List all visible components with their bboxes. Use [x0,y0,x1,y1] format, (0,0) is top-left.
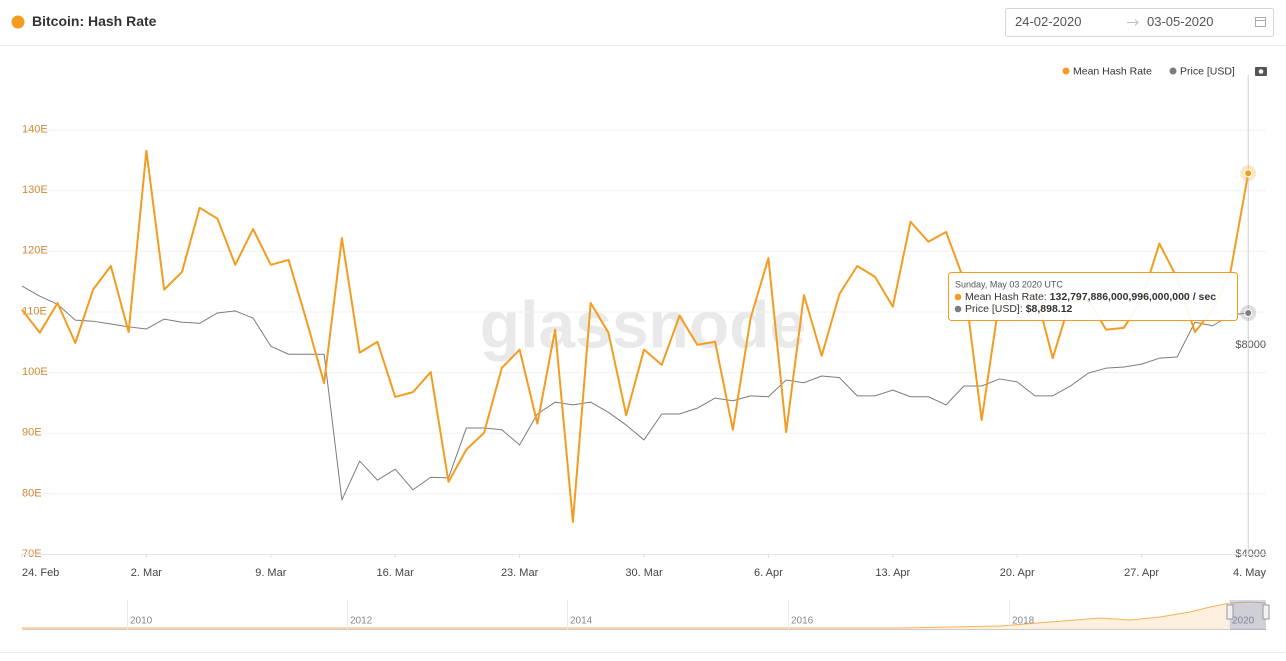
y2-tick-label: $8000 [1235,339,1266,351]
date-to[interactable]: 03-05-2020 [1147,14,1214,29]
legend-marker [1169,67,1177,75]
navigator-line [22,601,1267,629]
plot-area: glassnode 70E 80E 90E 100E 110E 120E 130E 140E $4… [21,65,1267,579]
legend-marker [1062,67,1070,75]
series-line [21,149,1250,523]
tooltip-box [948,272,1238,321]
x-tick-label: 24. Feb [22,567,59,579]
tooltip-label: Mean Hash Rate: [965,291,1047,303]
export-button[interactable] [1255,67,1267,76]
x-tick-label: 13. Apr [875,567,910,579]
legend-label: Mean Hash Rate [1073,65,1152,77]
navigator-area [22,602,1266,630]
tooltip-marker [954,305,962,313]
navigator[interactable]: 2010 2012 2014 2016 2018 2020 [22,600,1270,630]
tooltip-value: 132,797,886,000,996,000,000 / sec [1050,291,1217,303]
x-tick-label: 2. Mar [131,567,163,579]
watermark: glassnode [480,287,806,361]
series-line [21,285,1249,501]
navigator-label: 2010 [130,616,153,627]
navigator-label: 2012 [350,616,373,627]
tooltip-title: Sunday, May 03 2020 UTC [955,279,1063,289]
x-tick-label: 27. Apr [1124,567,1159,579]
calendar-icon[interactable] [1255,17,1266,27]
x-tick-label: 30. Mar [625,567,663,579]
hover-marker [1244,169,1253,178]
y-tick-label: 80E [22,487,42,499]
legend-label: Price [USD] [1180,65,1235,77]
x-tick-label: 6. Apr [754,567,783,579]
x-tick-label: 23. Mar [501,567,539,579]
y-tick-label: 140E [22,123,48,135]
x-tick-label: 16. Mar [377,567,415,579]
x-tick-label: 9. Mar [255,567,287,579]
y-tick-label: 100E [22,366,48,378]
navigator-handle[interactable] [1226,604,1234,620]
y-tick-label: 90E [22,427,42,439]
navigator-label: 2014 [570,616,593,627]
navigator-label: 2016 [791,616,814,627]
tooltip-value: $8,898.12 [1026,303,1073,315]
bitcoin-icon [11,15,25,29]
navigator-handle[interactable] [1262,604,1270,620]
x-tick-label: 20. Apr [1000,567,1035,579]
y-tick-label: 120E [22,245,48,257]
tooltip: Sunday, May 03 2020 UTC Mean Hash Rate: … [948,272,1238,321]
date-range-picker[interactable] [1005,8,1274,37]
x-tick-label: 4. May [1233,567,1267,579]
y2-tick-label: $4000 [1235,548,1266,560]
tooltip-row: Price [USD]: $8,898.12 [965,303,1073,315]
tooltip-marker [954,293,962,301]
tooltip-label: Price [USD]: [965,303,1023,315]
y-tick-label: 110E [22,305,47,317]
hover-marker [1244,309,1253,318]
y-tick-label: 130E [22,184,48,196]
page-title: Bitcoin: Hash Rate [32,13,157,29]
navigator-window[interactable] [1230,600,1266,630]
range-arrow [1127,19,1139,26]
date-from[interactable]: 24-02-2020 [1015,14,1082,29]
tooltip-row: Mean Hash Rate: 132,797,886,000,996,000,… [965,291,1216,303]
navigator-label: 2018 [1012,616,1035,627]
y-tick-label: 70E [22,548,42,560]
navigator-label: 2020 [1232,616,1255,627]
